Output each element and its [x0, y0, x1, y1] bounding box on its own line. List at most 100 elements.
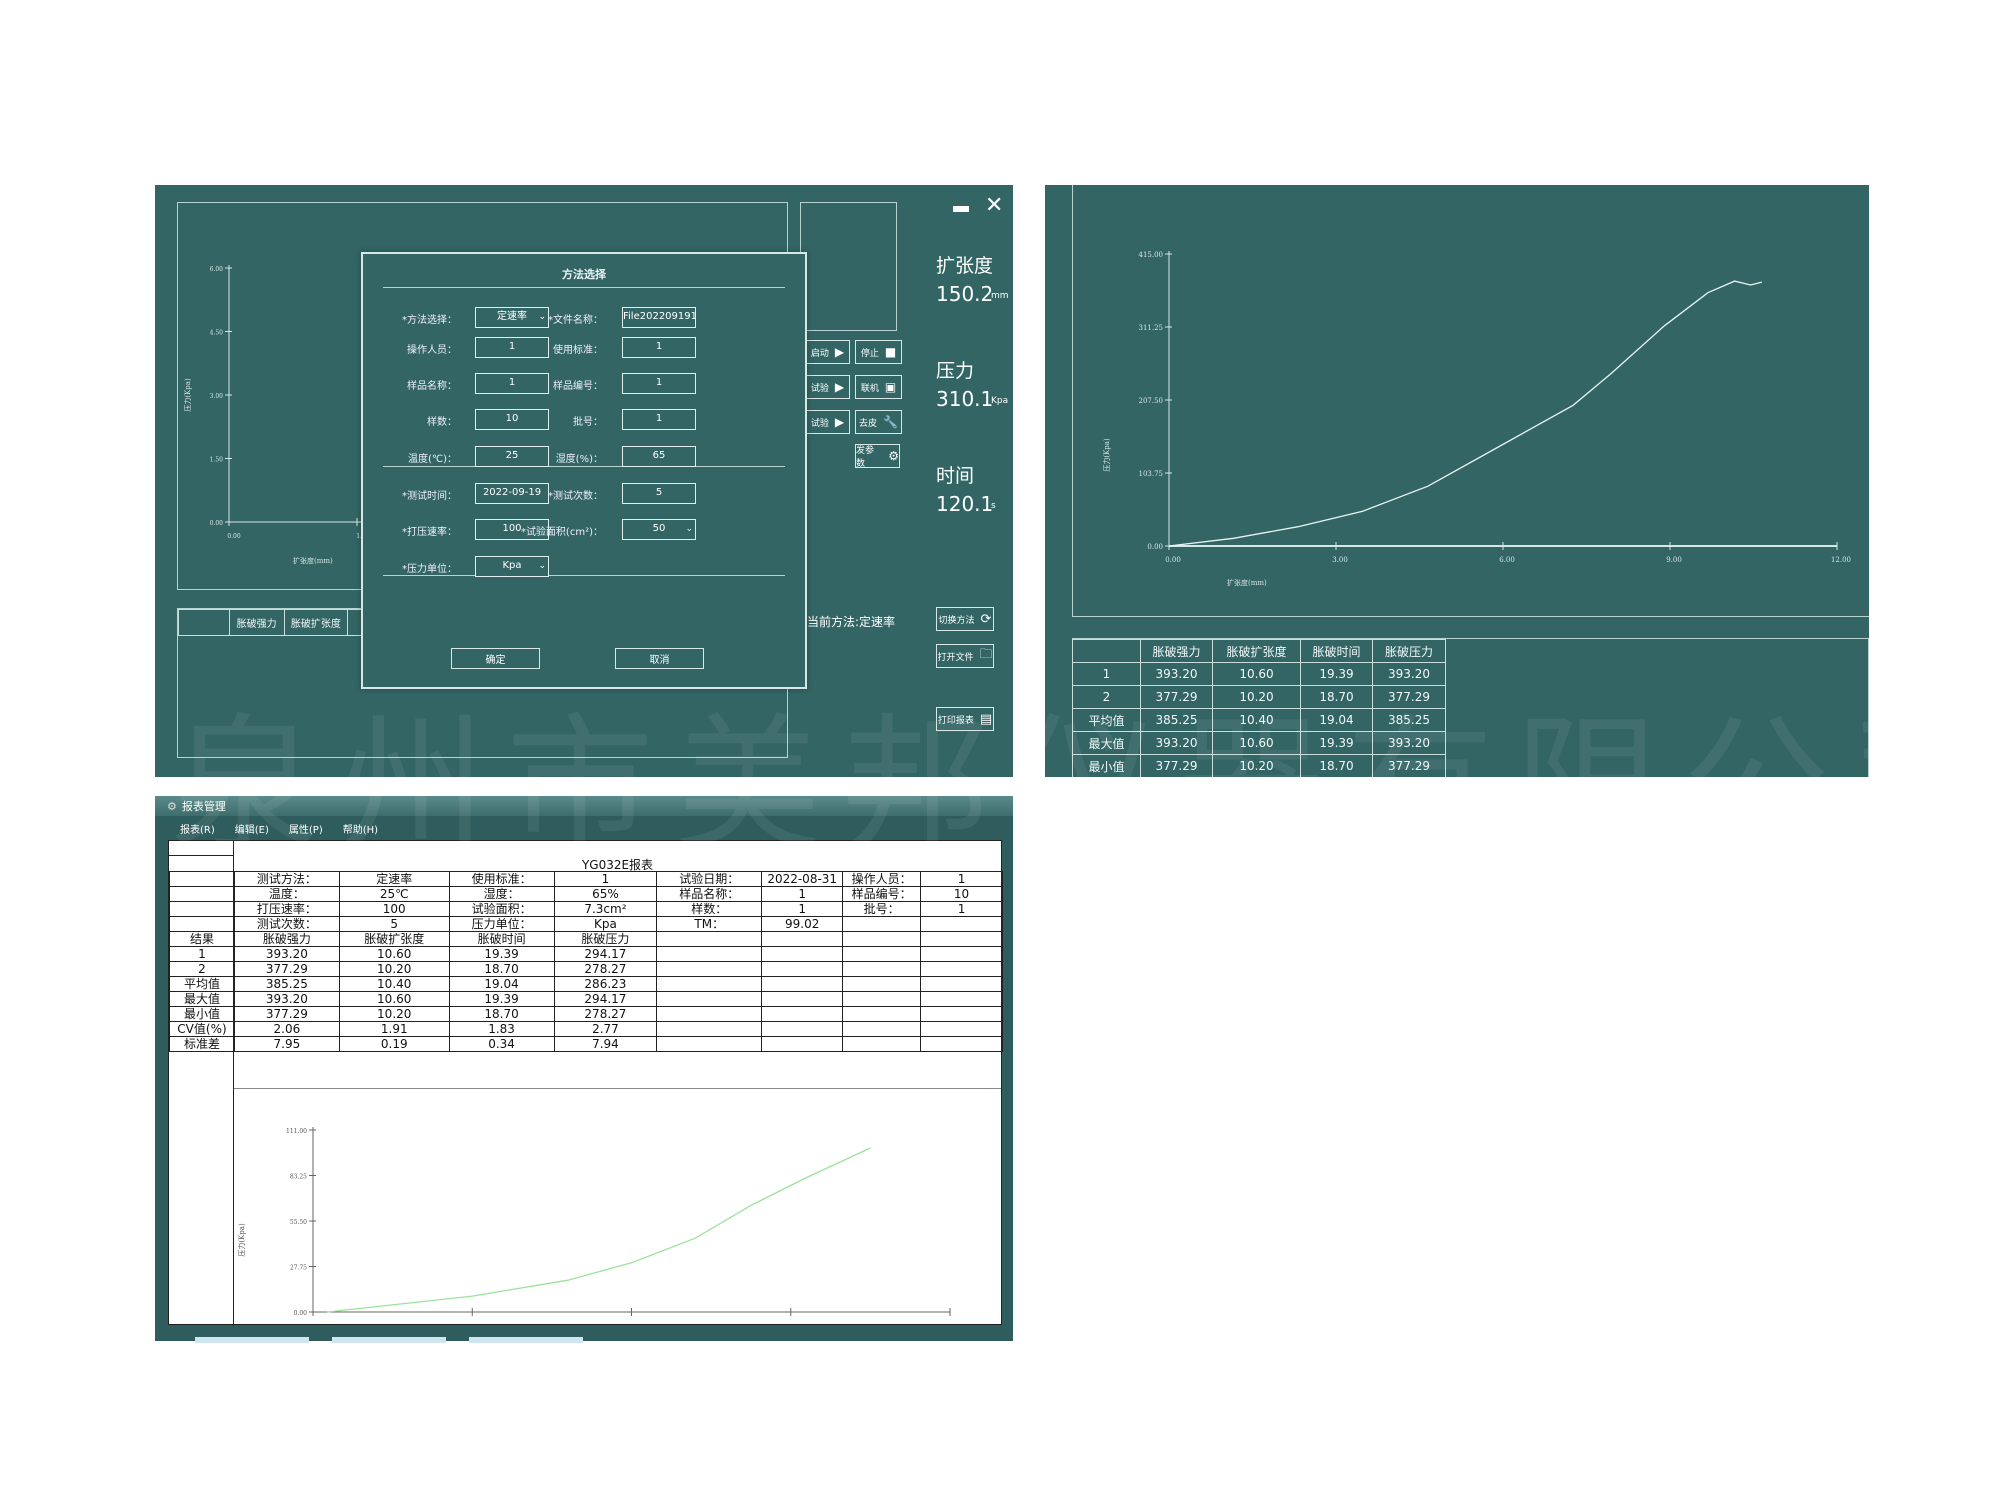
- side-button-1[interactable]: 打开文件 🗀: [936, 644, 994, 668]
- y-tick-label: 27.75: [290, 1265, 307, 1272]
- menu-item-1[interactable]: 编辑(E): [234, 824, 269, 836]
- report-cell: 99.02: [761, 916, 844, 932]
- readout-label-2: 时间: [936, 465, 975, 487]
- input-1[interactable]: File202209191: [622, 307, 697, 328]
- report-tab-1[interactable]: [195, 1337, 309, 1343]
- report-cell: [842, 976, 922, 992]
- result-chart: 0.00 103.75 207.50 311.25 415.00 0.00 3.00 6.00…: [1102, 251, 1851, 587]
- field-value: 100: [502, 523, 522, 534]
- table-cell: 393.20: [1140, 662, 1213, 686]
- report-cell: 1: [920, 901, 1003, 917]
- report-cell: [656, 961, 763, 977]
- y-tick-label: 0.00: [210, 520, 224, 527]
- table-cell: 2: [1072, 685, 1141, 709]
- report-tab-2[interactable]: [332, 1337, 446, 1343]
- report-cell: [920, 1021, 1003, 1037]
- control-button-label: 启动: [810, 348, 829, 359]
- table-cell: 393.20: [1372, 662, 1446, 686]
- report-cell: 操作人员：: [842, 871, 922, 887]
- report-cell: [169, 886, 235, 902]
- report-cell: 7.3cm²: [553, 901, 658, 917]
- menu-item-2[interactable]: 属性(P): [288, 824, 323, 836]
- readout-value-1: 310.1: [936, 387, 994, 411]
- report-cell: 样品名称：: [656, 886, 763, 902]
- report-cell: [920, 931, 1003, 947]
- control-button-3[interactable]: 联机 ▣: [855, 375, 902, 399]
- report-row: 最小值 377.29 10.20 18.70 278.27: [169, 1006, 1003, 1022]
- report-cell: 10.20: [338, 961, 450, 977]
- report-cell: [656, 946, 763, 962]
- side-button-0[interactable]: 切换方法 ⟳: [936, 607, 994, 631]
- report-cell: [761, 1021, 844, 1037]
- x-tick-label: 0.00: [227, 533, 241, 540]
- table-cell: 377.29: [1372, 754, 1446, 777]
- report-cell: [761, 976, 844, 992]
- readout-unit-1: Kpa: [991, 396, 1009, 406]
- cancel-button[interactable]: 取消: [615, 648, 704, 669]
- report-cell: 1: [169, 946, 235, 962]
- y-tick-label: 207.50: [1139, 397, 1164, 405]
- input-10[interactable]: 2022-09-19: [475, 483, 549, 504]
- report-cell: [842, 946, 922, 962]
- field-label: *文件名称：: [548, 315, 603, 326]
- document-icon: ▤: [979, 711, 993, 727]
- report-tab-3[interactable]: [469, 1337, 583, 1343]
- input-6[interactable]: 10: [475, 409, 549, 430]
- input-8[interactable]: 25: [475, 446, 549, 467]
- input-12[interactable]: 100: [475, 519, 549, 540]
- input-4[interactable]: 1: [475, 373, 549, 394]
- report-cell: [842, 931, 922, 947]
- report-cell: [920, 1036, 1003, 1052]
- close-button[interactable]: ✕: [985, 193, 1004, 218]
- readout-label-1: 压力: [936, 360, 975, 382]
- report-cell: 393.20: [233, 991, 340, 1007]
- input-11[interactable]: 5: [622, 483, 696, 504]
- field-label: 使用标准：: [553, 345, 603, 356]
- report-cell: 样数：: [656, 901, 763, 917]
- report-cell: 377.29: [233, 961, 340, 977]
- report-cell: 2.77: [553, 1021, 658, 1037]
- side-button-label: 切换方法: [938, 615, 975, 626]
- data-series-line: [327, 1147, 871, 1313]
- report-cell: 1: [920, 871, 1003, 887]
- field-value: 1: [655, 413, 663, 424]
- input-5[interactable]: 1: [622, 373, 696, 394]
- select-0[interactable]: 定速率 ⌄: [475, 307, 549, 328]
- field-label: 批号：: [573, 417, 603, 428]
- report-cell: [920, 916, 1003, 932]
- report-cell: 294.17: [553, 946, 658, 962]
- table-row: 最小值 377.29 10.20 18.70 377.29: [1072, 754, 1446, 777]
- y-tick-label: 4.50: [210, 330, 224, 337]
- report-row: 标准差 7.95 0.19 0.34 7.94: [169, 1036, 1003, 1052]
- readout-unit-0: mm: [991, 291, 1009, 301]
- input-3[interactable]: 1: [622, 337, 696, 358]
- report-cell: 批号：: [842, 901, 922, 917]
- report-cell: 18.70: [448, 961, 555, 977]
- menu-item-0[interactable]: 报表(R): [180, 824, 215, 836]
- select-13[interactable]: 50 ⌄: [622, 519, 696, 540]
- report-cell: 393.20: [233, 946, 340, 962]
- control-button-1[interactable]: 停止 ■: [855, 340, 902, 364]
- report-cell: [842, 991, 922, 1007]
- control-button-label: 试验: [810, 418, 829, 429]
- control-button-4[interactable]: 试验 ▶: [805, 410, 850, 434]
- control-button-6[interactable]: 发参数 ⚙: [855, 444, 900, 469]
- header-cell: 胀破强力: [1140, 639, 1213, 663]
- report-window: ⚙ 报表管理 报表(R) 编辑(E) 属性(P) 帮助(H) YG032E报表 测试方…: [155, 796, 1013, 1343]
- ok-button[interactable]: 确定: [451, 648, 540, 669]
- select-14[interactable]: Kpa ⌄: [475, 556, 549, 577]
- control-button-5[interactable]: 去皮 🔧: [855, 410, 902, 434]
- control-button-0[interactable]: 启动 ▶: [805, 340, 850, 364]
- input-9[interactable]: 65: [622, 446, 696, 467]
- report-cell: 7.94: [553, 1036, 658, 1052]
- play-icon: ▶: [834, 345, 845, 359]
- side-button-2[interactable]: 打印报表 ▤: [936, 707, 994, 731]
- report-cell: [920, 991, 1003, 1007]
- input-2[interactable]: 1: [475, 337, 549, 358]
- input-7[interactable]: 1: [622, 409, 696, 430]
- report-cell: 5: [338, 916, 450, 932]
- minimize-button[interactable]: [953, 206, 969, 212]
- control-button-2[interactable]: 试验 ▶: [805, 375, 850, 399]
- report-cell: 0.34: [448, 1036, 555, 1052]
- menu-item-3[interactable]: 帮助(H): [342, 824, 379, 836]
